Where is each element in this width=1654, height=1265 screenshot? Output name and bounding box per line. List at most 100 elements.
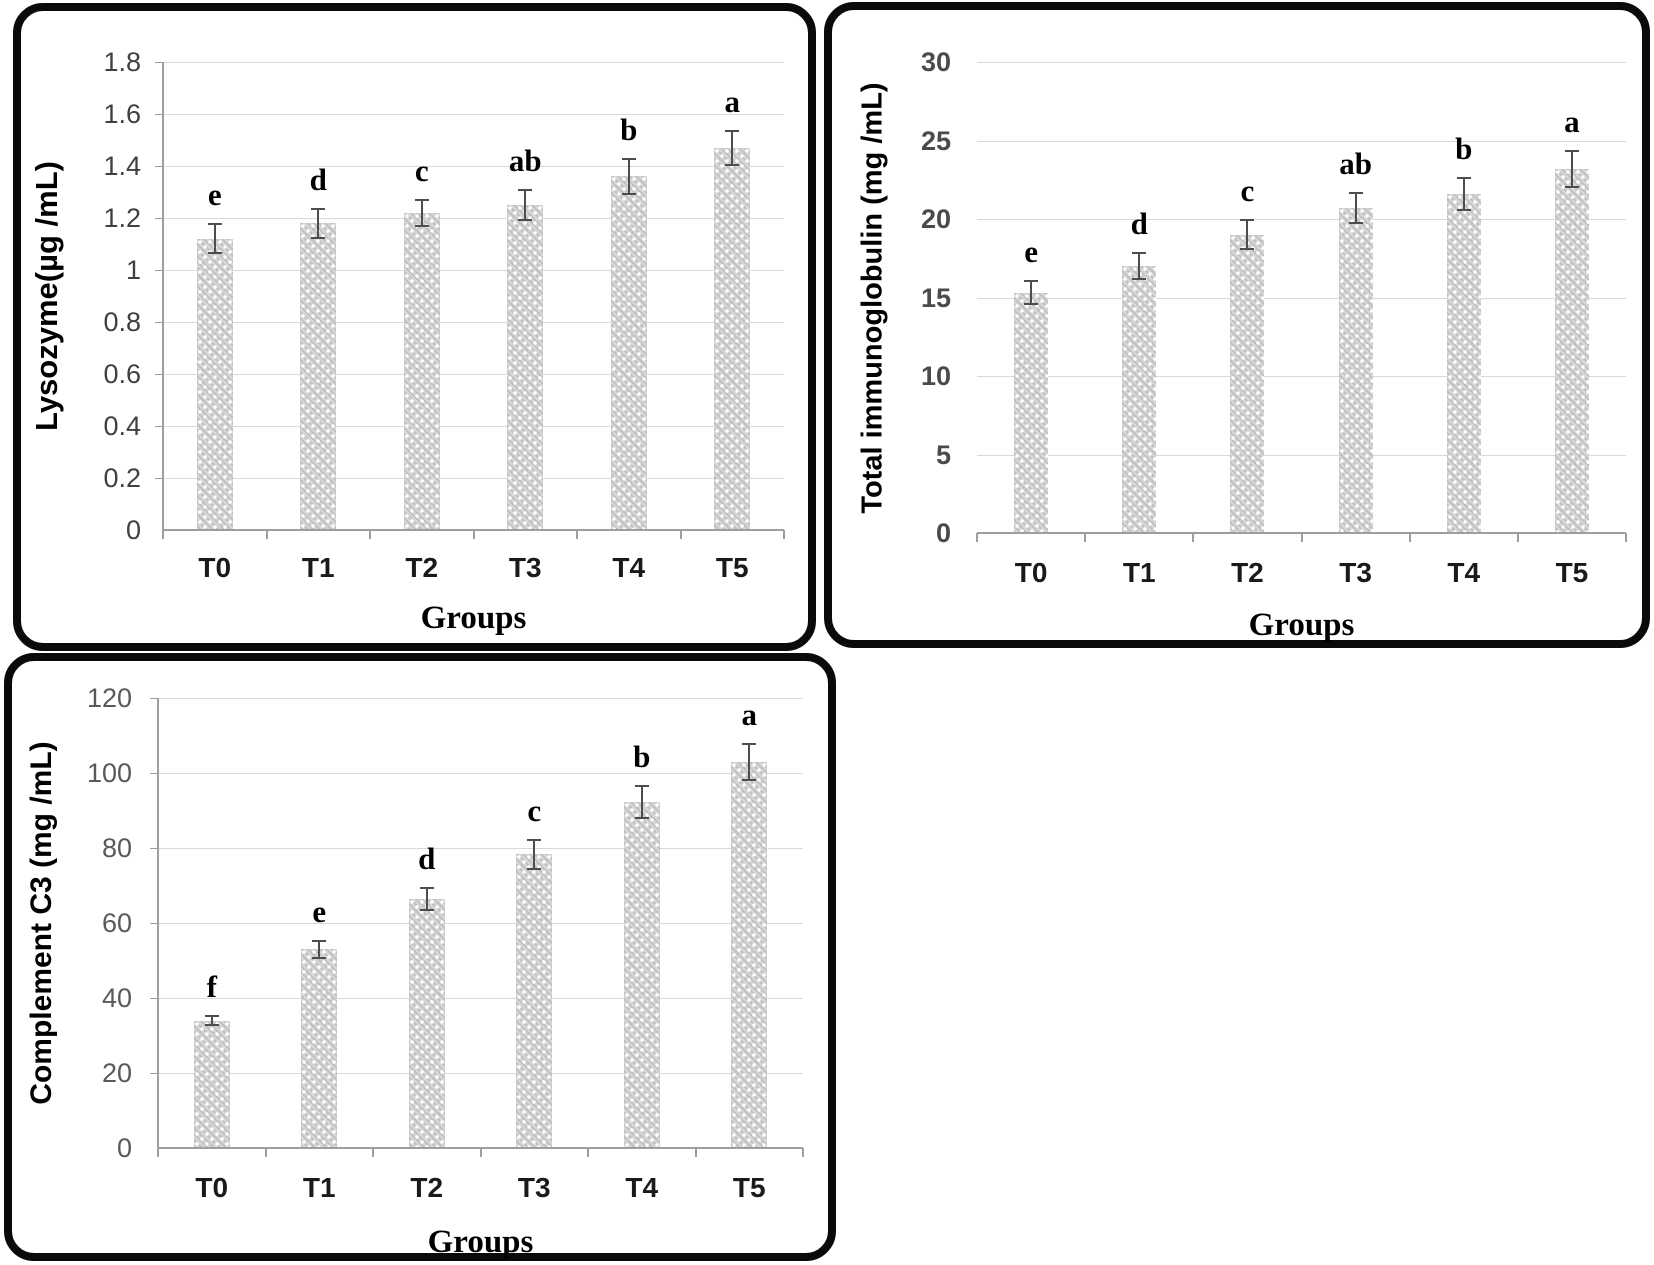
error-bar-line — [1030, 280, 1033, 306]
bar — [731, 761, 768, 1147]
error-bar-cap-top — [311, 207, 326, 210]
y-tick-mark — [155, 62, 163, 63]
category-label: T0 — [198, 552, 232, 583]
y-tick-label: 25 — [920, 125, 951, 156]
category-label: T3 — [517, 1172, 551, 1203]
total-immunoglobulin-bar-chart: e T0 d T1 c T2 ab T3 b T4 a T5 0 5 10 15 20 25 30 Total imm… — [832, 10, 1642, 642]
y-tick-label: 15 — [920, 282, 951, 313]
error-bar-cap-bottom — [207, 252, 222, 255]
x-tick-mark — [479, 1148, 482, 1157]
error-bar-cap-top — [1348, 191, 1363, 194]
y-tick-mark — [155, 374, 163, 375]
bar — [623, 801, 660, 1147]
x-tick-mark — [265, 530, 268, 539]
x-tick-mark — [1516, 533, 1519, 542]
category-label: T0 — [195, 1172, 229, 1203]
plot-area: e T0 d T1 c T2 ab T3 b T4 a T5 0 0.2 0.4 0.6 0.8 1 1.2 1.4 1… — [103, 49, 785, 582]
y-axis-line — [162, 62, 164, 530]
error-bar-cap-bottom — [419, 908, 434, 911]
gridline — [163, 322, 784, 323]
error-bar-line — [425, 886, 428, 911]
error-bar-cap-top — [312, 939, 327, 942]
y-tick-label: 1 — [125, 255, 141, 285]
y-tick-label: 80 — [101, 833, 132, 863]
error-bar-cap-bottom — [1240, 248, 1255, 251]
category-label: T3 — [1339, 557, 1372, 588]
x-tick-mark — [679, 530, 682, 539]
gridline — [977, 454, 1626, 456]
y-axis-title: Total immunoglobulin (mg /mL) — [856, 81, 888, 514]
gridline — [163, 166, 784, 167]
error-bar-cap-bottom — [527, 868, 542, 871]
y-tick-label: 20 — [920, 204, 951, 234]
bar — [1122, 266, 1157, 532]
gridline — [163, 478, 784, 479]
gridline — [158, 923, 803, 924]
gridline — [977, 297, 1626, 299]
significance-letter: d — [309, 161, 327, 197]
bar — [516, 854, 553, 1147]
error-bar-cap-bottom — [1132, 278, 1147, 281]
significance-letter: a — [724, 83, 741, 119]
gridline — [163, 114, 784, 115]
y-tick-label: 0 — [116, 1133, 132, 1163]
y-tick-label: 0 — [125, 515, 141, 545]
category-label: T2 — [1231, 557, 1264, 588]
bar — [193, 1020, 230, 1147]
y-tick-label: 1.8 — [103, 47, 141, 77]
bar — [1446, 193, 1481, 532]
category-label: T1 — [1122, 557, 1156, 588]
gridline — [163, 270, 784, 271]
y-tick-label: 60 — [101, 908, 132, 938]
y-tick-label: 1.4 — [103, 151, 141, 181]
error-bar-cap-bottom — [1564, 185, 1579, 188]
error-bar-cap-top — [1456, 176, 1471, 179]
category-label: T5 — [1555, 557, 1589, 588]
y-tick-mark — [150, 848, 158, 849]
y-axis-title: Lysozyme(µg /mL) — [29, 161, 64, 431]
category-label: T4 — [1447, 557, 1481, 588]
category-label: T0 — [1014, 557, 1048, 588]
y-axis-title: Complement C3 (mg /mL) — [25, 741, 58, 1105]
error-bar-line — [640, 785, 643, 819]
error-bar-cap-top — [634, 785, 649, 787]
category-label: T3 — [508, 552, 542, 583]
lysozyme-bar-chart: e T0 d T1 c T2 ab T3 b T4 a T5 0 0.2 0.4 0.6 0.8 1 1.2 1.4 1… — [21, 11, 808, 643]
x-tick-mark — [587, 1148, 589, 1157]
error-bar-line — [318, 939, 321, 959]
x-tick-mark — [576, 530, 578, 539]
significance-letter: b — [620, 112, 638, 148]
significance-letter: c — [414, 152, 429, 188]
gridline — [158, 998, 803, 999]
y-tick-label: 0.2 — [103, 463, 141, 493]
y-tick-label: 10 — [920, 361, 951, 391]
lysozyme-chart-panel: e T0 d T1 c T2 ab T3 b T4 a T5 0 0.2 0.4 0.6 0.8 1 1.2 1.4 1… — [13, 3, 816, 651]
category-label: T4 — [625, 1172, 659, 1203]
x-tick-mark — [1625, 533, 1627, 542]
error-bar-cap-top — [1024, 280, 1039, 283]
y-tick-mark — [150, 923, 158, 924]
y-tick-label: 0.4 — [103, 411, 141, 441]
y-tick-mark — [155, 218, 163, 219]
x-tick-mark — [1300, 533, 1303, 542]
y-tick-mark — [155, 426, 163, 427]
error-bar-line — [524, 189, 527, 221]
y-tick-label: 40 — [101, 983, 132, 1013]
category-label: T4 — [612, 552, 646, 583]
gridline — [977, 140, 1626, 142]
y-tick-mark — [150, 1073, 158, 1074]
error-bar-cap-top — [621, 158, 636, 161]
x-axis-title: Groups — [427, 1224, 534, 1260]
category-label: T5 — [715, 552, 749, 583]
error-bar-cap-bottom — [742, 778, 757, 781]
gridline — [158, 773, 803, 774]
plot-area: e T0 d T1 c T2 ab T3 b T4 a T5 0 5 10 15 20 25 30 — [921, 49, 1627, 587]
error-bar-cap-bottom — [204, 1024, 219, 1027]
bar — [610, 176, 647, 529]
significance-letter: f — [206, 968, 217, 1004]
error-bar-cap-top — [1564, 149, 1579, 152]
x-tick-mark — [1084, 533, 1087, 542]
gridline — [977, 376, 1626, 377]
y-tick-mark — [150, 998, 158, 999]
